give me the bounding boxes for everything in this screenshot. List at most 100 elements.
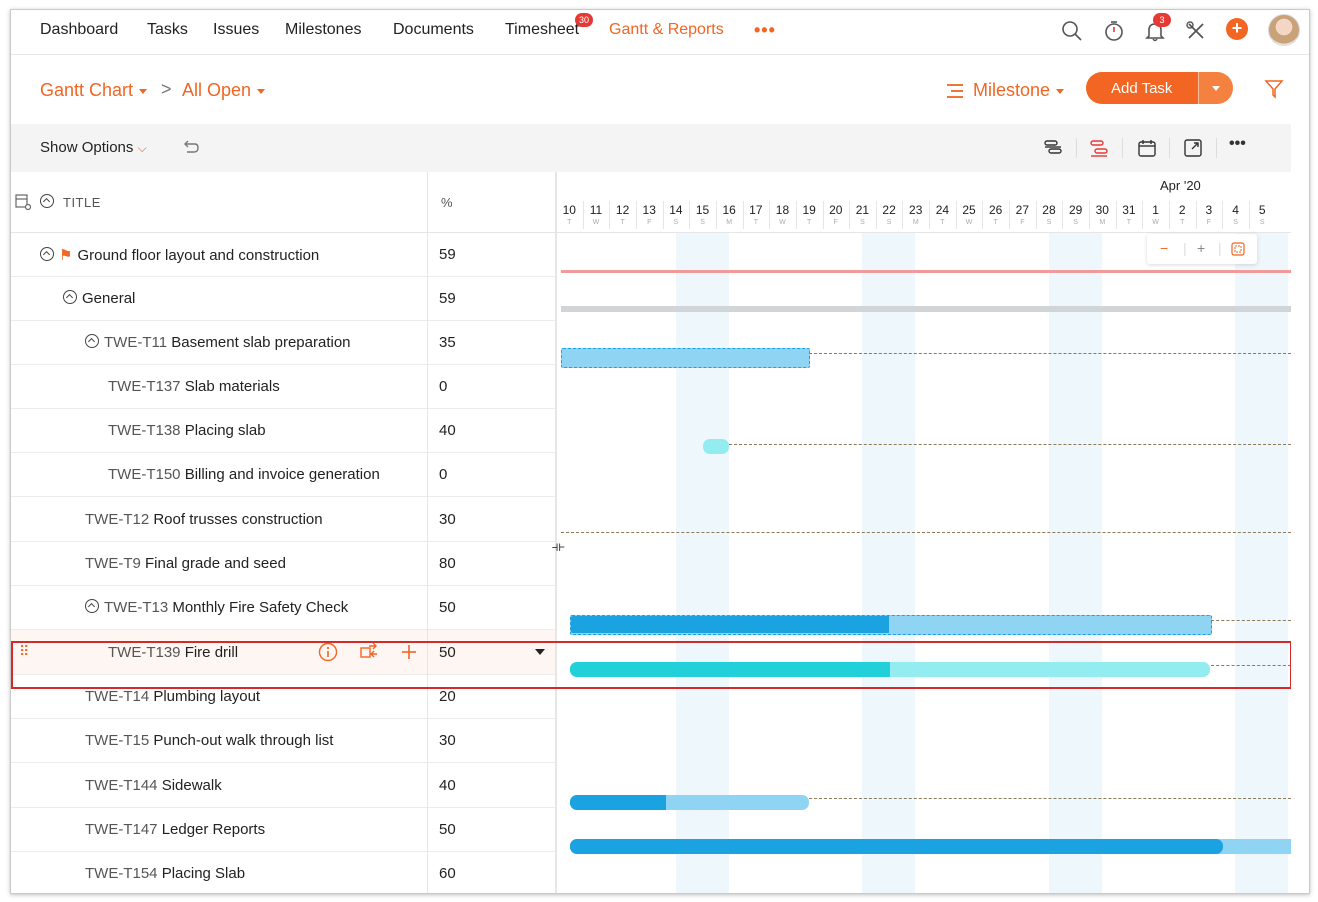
row-title: TWE-T11 Basement slab preparation: [85, 334, 351, 351]
avatar[interactable]: [1268, 14, 1300, 46]
table-row[interactable]: TWE-T15 Punch-out walk through list 30: [11, 718, 556, 763]
day-label: 17: [749, 203, 763, 217]
table-row[interactable]: TWE-T147 Ledger Reports 50: [11, 807, 556, 852]
view-selector[interactable]: Gantt Chart: [40, 80, 148, 101]
row-title: TWE-T15 Punch-out walk through list: [85, 732, 333, 749]
collapse-icon[interactable]: [40, 247, 54, 261]
weekday-label: S: [886, 219, 892, 226]
filter-selector-label: All Open: [182, 80, 252, 100]
task-key: TWE-T154: [85, 865, 158, 882]
expand-icon[interactable]: [1183, 138, 1203, 158]
nav-milestones[interactable]: Milestones: [285, 21, 362, 38]
day-label: 28: [1042, 203, 1056, 217]
task-key: TWE-T144: [85, 777, 158, 794]
day-label: 3: [1205, 203, 1213, 217]
nav-issues[interactable]: Issues: [213, 21, 260, 38]
task-key: TWE-T12: [85, 511, 150, 528]
row-title-text: Placing Slab: [161, 865, 246, 882]
table-row[interactable]: ⚑ Ground floor layout and construction 59: [11, 232, 556, 277]
zoom-in-button[interactable]: +: [1197, 240, 1206, 256]
zoom-divider: |: [1183, 240, 1187, 256]
table-row[interactable]: TWE-T137 Slab materials 0: [11, 364, 556, 409]
chevron-down-icon: ⌵: [137, 141, 147, 155]
day-tick: [875, 201, 877, 229]
weekend-band: [862, 233, 915, 893]
undo-icon[interactable]: [181, 138, 199, 156]
table-row[interactable]: TWE-T13 Monthly Fire Safety Check 50: [11, 585, 556, 630]
milestone-bar[interactable]: [561, 270, 1291, 273]
critical-path-icon[interactable]: [1043, 138, 1063, 158]
table-row[interactable]: TWE-T14 Plumbing layout 20: [11, 674, 556, 719]
weekend-band: [676, 233, 729, 893]
row-title: TWE-T13 Monthly Fire Safety Check: [85, 599, 348, 616]
filter-selector[interactable]: All Open: [182, 80, 266, 101]
collapse-all-icon[interactable]: [40, 194, 54, 208]
row-title: TWE-T9 Final grade and seed: [85, 555, 286, 572]
nav-gantt-reports[interactable]: Gantt & Reports: [609, 21, 724, 38]
day-tick: [929, 201, 931, 229]
row-percent: 60: [439, 865, 456, 882]
baseline-icon[interactable]: [1089, 138, 1109, 158]
table-row[interactable]: TWE-T138 Placing slab 40: [11, 408, 556, 453]
task-bar[interactable]: [703, 439, 729, 454]
fit-screen-icon[interactable]: [1231, 242, 1245, 256]
toolbar-divider: [1122, 138, 1123, 158]
convert-task-icon[interactable]: [359, 642, 379, 662]
table-row-selected[interactable]: ⠿ TWE-T139 Fire drill 50: [11, 630, 556, 675]
add-task-label: Add Task: [1111, 80, 1173, 97]
collapse-icon[interactable]: [85, 599, 99, 613]
add-task-button[interactable]: Add Task: [1086, 72, 1233, 104]
column-settings-icon[interactable]: [15, 194, 31, 210]
more-menu-icon[interactable]: •••: [754, 20, 776, 40]
row-dropdown-icon[interactable]: [535, 649, 545, 655]
weekday-label: S: [1233, 219, 1238, 226]
table-row[interactable]: TWE-T9 Final grade and seed 80: [11, 541, 556, 586]
add-subtask-icon[interactable]: [399, 642, 419, 662]
filter-icon[interactable]: [1264, 79, 1284, 99]
day-label: 16: [722, 203, 736, 217]
table-row[interactable]: TWE-T11 Basement slab preparation 35: [11, 320, 556, 365]
calendar-icon[interactable]: [1137, 138, 1157, 158]
nav-dashboard[interactable]: Dashboard: [40, 21, 119, 38]
resize-handle-icon[interactable]: ⟛: [552, 538, 565, 554]
nav-tasks[interactable]: Tasks: [147, 21, 188, 38]
add-task-dropdown-button[interactable]: [1198, 72, 1233, 104]
pane-splitter[interactable]: [555, 172, 557, 893]
nav-timesheet[interactable]: Timesheet: [505, 21, 580, 38]
tasklist-bar[interactable]: [561, 306, 1291, 312]
more-options-icon[interactable]: •••: [1229, 135, 1246, 152]
day-label: 14: [669, 203, 683, 217]
day-label: 11: [589, 203, 603, 217]
table-row[interactable]: TWE-T12 Roof trusses construction 30: [11, 497, 556, 542]
weekday-label: T: [753, 219, 758, 226]
info-icon[interactable]: [318, 642, 338, 662]
day-label: 10: [562, 203, 576, 217]
nav-documents[interactable]: Documents: [393, 21, 474, 38]
group-by-label: Milestone: [973, 80, 1051, 100]
timer-icon[interactable]: [1103, 20, 1125, 42]
row-percent: 40: [439, 422, 456, 439]
table-row[interactable]: TWE-T154 Placing Slab 60: [11, 851, 556, 893]
collapse-icon[interactable]: [85, 334, 99, 348]
zoom-divider: |: [1218, 240, 1222, 256]
dependency-line: [729, 444, 1291, 445]
quick-add-icon[interactable]: +: [1226, 18, 1248, 40]
tools-icon[interactable]: [1185, 20, 1207, 42]
dependency-line: [809, 798, 1291, 799]
row-title: TWE-T14 Plumbing layout: [85, 688, 260, 705]
search-icon[interactable]: [1061, 20, 1083, 42]
dependency-line: [1211, 620, 1291, 621]
table-row[interactable]: TWE-T144 Sidewalk 40: [11, 763, 556, 808]
day-tick: [902, 201, 904, 229]
task-key: TWE-T15: [85, 732, 150, 749]
row-title: TWE-T144 Sidewalk: [85, 777, 222, 794]
table-row[interactable]: General 59: [11, 276, 556, 321]
drag-handle-icon[interactable]: ⠿: [19, 643, 29, 659]
group-by-selector[interactable]: Milestone: [973, 80, 1065, 101]
show-options-button[interactable]: Show Options ⌵: [40, 139, 147, 156]
day-tick: [582, 201, 584, 229]
zoom-out-button[interactable]: −: [1160, 240, 1169, 256]
table-row[interactable]: TWE-T150 Billing and invoice generation …: [11, 452, 556, 497]
collapse-icon[interactable]: [63, 290, 77, 304]
task-bar[interactable]: [561, 348, 810, 368]
